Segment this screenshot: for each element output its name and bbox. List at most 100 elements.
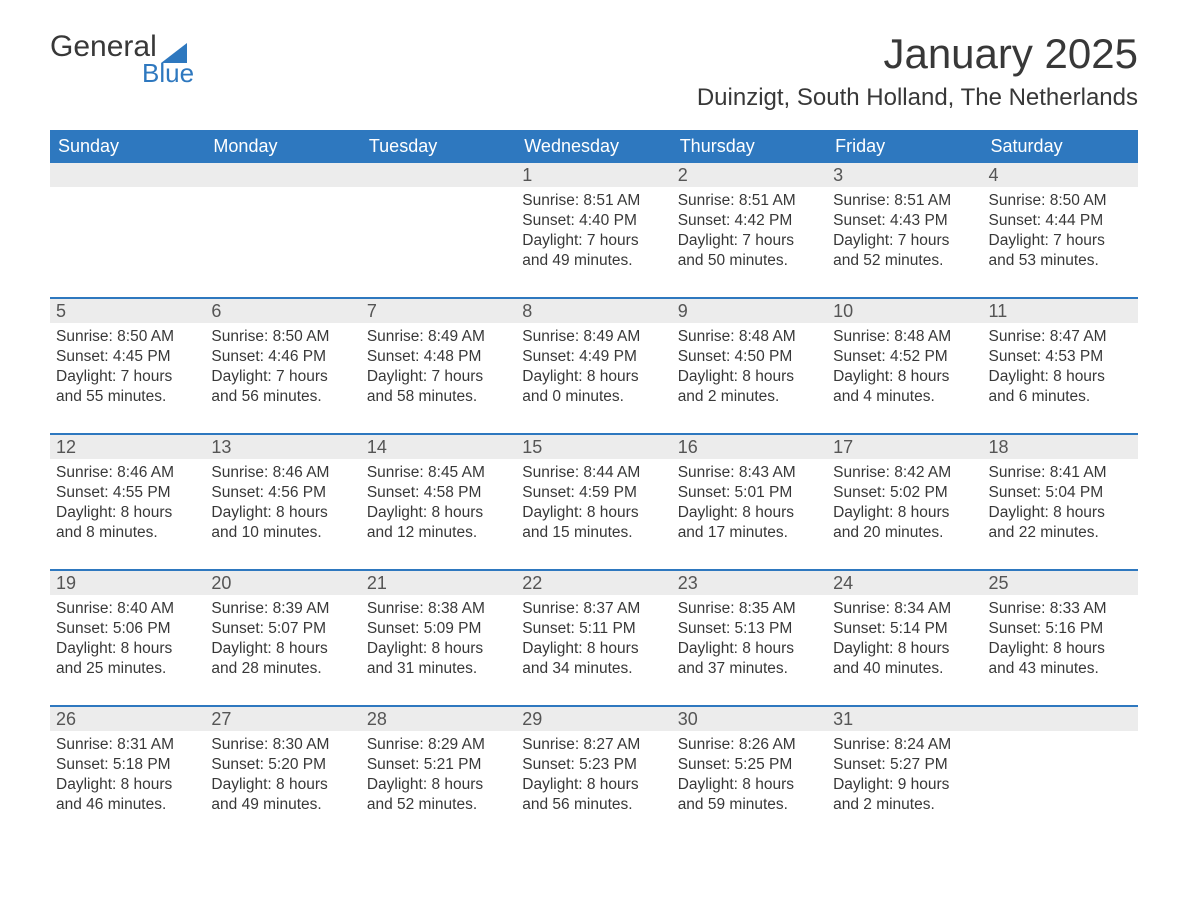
sunset-text: Sunset: 4:52 PM xyxy=(833,347,976,367)
day-body: Sunrise: 8:44 AMSunset: 4:59 PMDaylight:… xyxy=(516,459,671,546)
sunrise-text: Sunrise: 8:51 AM xyxy=(833,191,976,211)
sunrise-text: Sunrise: 8:51 AM xyxy=(678,191,821,211)
day_l2-text: and 37 minutes. xyxy=(678,659,821,679)
day_l1-text: Daylight: 8 hours xyxy=(678,639,821,659)
day_l2-text: and 2 minutes. xyxy=(833,795,976,815)
col-header: Sunday xyxy=(50,130,205,163)
sunset-text: Sunset: 4:53 PM xyxy=(989,347,1132,367)
sunset-text: Sunset: 5:14 PM xyxy=(833,619,976,639)
day_l2-text: and 52 minutes. xyxy=(367,795,510,815)
day_l1-text: Daylight: 8 hours xyxy=(211,639,354,659)
day-cell: 12Sunrise: 8:46 AMSunset: 4:55 PMDayligh… xyxy=(50,435,205,555)
day_l2-text: and 52 minutes. xyxy=(833,251,976,271)
sunset-text: Sunset: 5:04 PM xyxy=(989,483,1132,503)
day-body: Sunrise: 8:51 AMSunset: 4:42 PMDaylight:… xyxy=(672,187,827,274)
day-body: Sunrise: 8:29 AMSunset: 5:21 PMDaylight:… xyxy=(361,731,516,818)
day_l1-text: Daylight: 8 hours xyxy=(989,367,1132,387)
day-cell: 17Sunrise: 8:42 AMSunset: 5:02 PMDayligh… xyxy=(827,435,982,555)
week-row: 1Sunrise: 8:51 AMSunset: 4:40 PMDaylight… xyxy=(50,163,1138,283)
day-number: 13 xyxy=(205,435,360,459)
day-cell: 29Sunrise: 8:27 AMSunset: 5:23 PMDayligh… xyxy=(516,707,671,827)
day-number: 25 xyxy=(983,571,1138,595)
sunset-text: Sunset: 4:40 PM xyxy=(522,211,665,231)
day-number xyxy=(50,163,205,187)
sunset-text: Sunset: 4:59 PM xyxy=(522,483,665,503)
day-number: 16 xyxy=(672,435,827,459)
day-cell: 11 Sunrise: 8:47 AMSunset: 4:53 PMDayligh… xyxy=(983,299,1138,419)
day_l1-text: Daylight: 7 hours xyxy=(522,231,665,251)
day_l1-text: Daylight: 8 hours xyxy=(989,503,1132,523)
day-cell xyxy=(361,163,516,283)
day-body: Sunrise: 8:50 AMSunset: 4:44 PMDaylight:… xyxy=(983,187,1138,274)
day_l2-text: and 22 minutes. xyxy=(989,523,1132,543)
day_l2-text: and 4 minutes. xyxy=(833,387,976,407)
sunrise-text: Sunrise: 8:50 AM xyxy=(56,327,199,347)
day-number: 18 xyxy=(983,435,1138,459)
day-cell xyxy=(205,163,360,283)
day-body: Sunrise: 8:48 AMSunset: 4:52 PMDaylight:… xyxy=(827,323,982,410)
day-body: Sunrise: 8:49 AMSunset: 4:49 PMDaylight:… xyxy=(516,323,671,410)
title-block: January 2025 Duinzigt, South Holland, Th… xyxy=(697,30,1138,112)
day-cell: 10Sunrise: 8:48 AMSunset: 4:52 PMDayligh… xyxy=(827,299,982,419)
day_l1-text: Daylight: 8 hours xyxy=(678,503,821,523)
sunset-text: Sunset: 5:02 PM xyxy=(833,483,976,503)
sunset-text: Sunset: 4:44 PM xyxy=(989,211,1132,231)
day_l2-text: and 55 minutes. xyxy=(56,387,199,407)
day-cell: 6Sunrise: 8:50 AMSunset: 4:46 PMDaylight… xyxy=(205,299,360,419)
day_l2-text: and 25 minutes. xyxy=(56,659,199,679)
day-body: Sunrise: 8:35 AMSunset: 5:13 PMDaylight:… xyxy=(672,595,827,682)
day-number: 14 xyxy=(361,435,516,459)
sunrise-text: Sunrise: 8:48 AM xyxy=(678,327,821,347)
sunrise-text: Sunrise: 8:50 AM xyxy=(211,327,354,347)
day-body: Sunrise: 8:45 AMSunset: 4:58 PMDaylight:… xyxy=(361,459,516,546)
day_l1-text: Daylight: 7 hours xyxy=(367,367,510,387)
sunset-text: Sunset: 5:13 PM xyxy=(678,619,821,639)
day_l2-text: and 31 minutes. xyxy=(367,659,510,679)
sunrise-text: Sunrise: 8:49 AM xyxy=(367,327,510,347)
day-number: 26 xyxy=(50,707,205,731)
day_l1-text: Daylight: 8 hours xyxy=(522,775,665,795)
sunset-text: Sunset: 5:23 PM xyxy=(522,755,665,775)
day-cell: 4Sunrise: 8:50 AMSunset: 4:44 PMDaylight… xyxy=(983,163,1138,283)
day-number: 12 xyxy=(50,435,205,459)
day-body: Sunrise: 8:50 AMSunset: 4:46 PMDaylight:… xyxy=(205,323,360,410)
day_l2-text: and 17 minutes. xyxy=(678,523,821,543)
sunset-text: Sunset: 5:18 PM xyxy=(56,755,199,775)
day-cell xyxy=(983,707,1138,827)
day_l1-text: Daylight: 8 hours xyxy=(833,367,976,387)
day-body: Sunrise: 8:33 AMSunset: 5:16 PMDaylight:… xyxy=(983,595,1138,682)
sunset-text: Sunset: 5:21 PM xyxy=(367,755,510,775)
day-number: 20 xyxy=(205,571,360,595)
sunrise-text: Sunrise: 8:30 AM xyxy=(211,735,354,755)
week-row: 26 Sunrise: 8:31 AMSunset: 5:18 PM Dayligh… xyxy=(50,705,1138,827)
day_l1-text: Daylight: 8 hours xyxy=(522,367,665,387)
week-row: 5Sunrise: 8:50 AMSunset: 4:45 PMDaylight… xyxy=(50,297,1138,419)
day_l2-text: and 8 minutes. xyxy=(56,523,199,543)
day_l2-text: and 6 minutes. xyxy=(989,387,1132,407)
sunset-text: Sunset: 5:09 PM xyxy=(367,619,510,639)
col-header: Monday xyxy=(205,130,360,163)
sunrise-text: Sunrise: 8:39 AM xyxy=(211,599,354,619)
sunrise-text: Sunrise: 8:38 AM xyxy=(367,599,510,619)
day-cell: 30Sunrise: 8:26 AMSunset: 5:25 PMDayligh… xyxy=(672,707,827,827)
day-number: 23 xyxy=(672,571,827,595)
day_l2-text: and 56 minutes. xyxy=(211,387,354,407)
sunrise-text: Sunrise: 8:31 AM xyxy=(56,735,199,755)
sunset-text: Sunset: 4:55 PM xyxy=(56,483,199,503)
day-cell: 5Sunrise: 8:50 AMSunset: 4:45 PMDaylight… xyxy=(50,299,205,419)
day_l1-text: Daylight: 7 hours xyxy=(833,231,976,251)
sunset-text: Sunset: 5:06 PM xyxy=(56,619,199,639)
day-number xyxy=(205,163,360,187)
col-header: Thursday xyxy=(672,130,827,163)
day_l1-text: Daylight: 7 hours xyxy=(989,231,1132,251)
day-body: Sunrise: 8:26 AMSunset: 5:25 PMDaylight:… xyxy=(672,731,827,818)
day-number: 28 xyxy=(361,707,516,731)
sunrise-text: Sunrise: 8:34 AM xyxy=(833,599,976,619)
sunrise-text: Sunrise: 8:47 AM xyxy=(989,327,1132,347)
day-number: 11 xyxy=(983,299,1138,323)
day-number: 31 xyxy=(827,707,982,731)
sunrise-text: Sunrise: 8:48 AM xyxy=(833,327,976,347)
day_l2-text: and 2 minutes. xyxy=(678,387,821,407)
brand-text-b: Blue xyxy=(142,58,194,89)
day-number: 19 xyxy=(50,571,205,595)
